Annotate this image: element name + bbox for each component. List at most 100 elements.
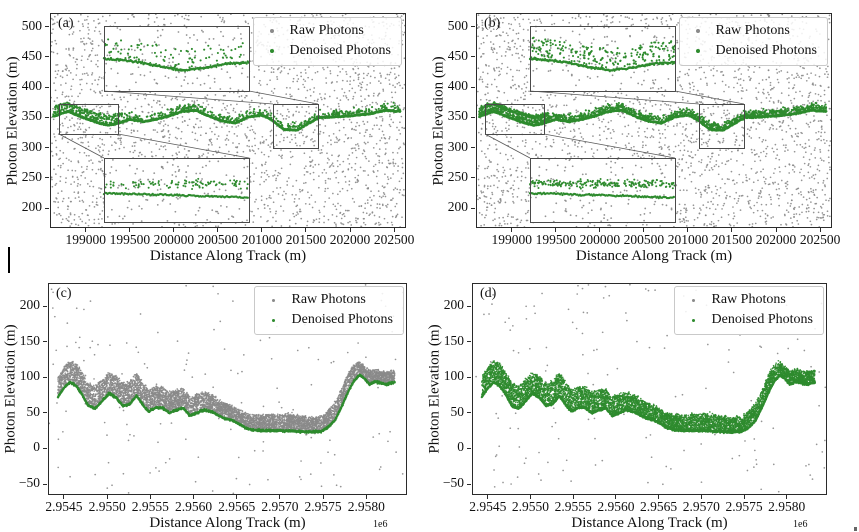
x-tick-mark (700, 495, 702, 499)
x-tick-mark (365, 495, 367, 499)
panel-b-axes: (b) Raw Photons Denoised Photons (476, 13, 832, 228)
x-tick-mark (687, 228, 689, 232)
x-tick-mark (819, 228, 821, 232)
legend-row-raw: Raw Photons (681, 290, 814, 310)
y-tick-mark (45, 86, 49, 88)
y-tick-label: −50 (442, 475, 464, 491)
x-tick-mark (129, 228, 131, 232)
x-tick-mark (279, 495, 281, 499)
x-tick-mark (775, 228, 777, 232)
panel-d-letter: (d) (480, 286, 497, 301)
y-tick-mark (471, 147, 475, 149)
x-tick-label: 199500 (109, 232, 151, 247)
y-tick-mark (471, 177, 475, 179)
legend-label-denoised: Denoised Photons (291, 312, 394, 327)
y-tick-mark (467, 447, 471, 449)
x-tick-mark (63, 495, 65, 499)
panel-c-legend: Raw Photons Denoised Photons (253, 286, 404, 335)
x-tick-mark (236, 495, 238, 499)
raw-photons-marker-icon (691, 298, 695, 302)
y-tick-mark (471, 207, 475, 209)
x-tick-mark (173, 228, 175, 232)
stray-mark (854, 527, 857, 531)
y-tick-label: 450 (447, 47, 468, 63)
x-tick-label: 2.9545 (469, 499, 507, 514)
y-tick-mark (471, 116, 475, 118)
denoised-photons-marker-icon (691, 318, 695, 322)
x-tick-mark (555, 228, 557, 232)
x-tick-label: 2.9565 (218, 499, 256, 514)
raw-photons-marker-icon (695, 29, 700, 33)
y-tick-label: 0 (457, 439, 464, 455)
panel-c-axes: (c) Raw Photons Denoised Photons (48, 283, 407, 495)
x-tick-label: 202000 (329, 232, 371, 247)
x-tick-mark (393, 228, 395, 232)
panel-d-axis-offset: 1e6 (793, 519, 808, 530)
y-tick-label: 200 (19, 297, 40, 313)
panel-b-xlabel: Distance Along Track (m) (575, 248, 733, 264)
y-tick-label: 400 (447, 78, 468, 94)
x-tick-label: 2.9550 (88, 499, 126, 514)
panel-c-letter: (c) (56, 286, 72, 301)
y-tick-mark (43, 412, 47, 414)
y-tick-label: 200 (443, 297, 464, 313)
x-tick-mark (217, 228, 219, 232)
x-tick-label: 200500 (197, 232, 239, 247)
y-tick-mark (43, 376, 47, 378)
x-tick-label: 2.9545 (45, 499, 83, 514)
y-tick-mark (45, 116, 49, 118)
y-tick-mark (467, 305, 471, 307)
x-tick-label: 202500 (373, 232, 415, 247)
legend-row-raw: Raw Photons (260, 21, 392, 41)
y-tick-label: 300 (447, 138, 468, 154)
y-tick-mark (45, 56, 49, 58)
x-tick-mark (149, 495, 151, 499)
x-tick-mark (658, 495, 660, 499)
y-tick-label: 100 (19, 368, 40, 384)
panel-c: (c) Raw Photons Denoised Photons Distanc… (3, 283, 407, 531)
legend-label-denoised: Denoised Photons (711, 312, 814, 327)
x-tick-mark (572, 495, 574, 499)
panel-a: (a) Raw Photons Denoised Photons Distanc… (5, 13, 414, 264)
x-tick-label: 2.9580 (347, 499, 385, 514)
legend-row-raw: Raw Photons (261, 290, 394, 310)
y-tick-mark (471, 56, 475, 58)
y-tick-mark (471, 86, 475, 88)
y-tick-label: 300 (21, 138, 42, 154)
y-tick-mark (471, 26, 475, 28)
y-tick-label: 450 (21, 47, 42, 63)
x-tick-mark (261, 228, 263, 232)
x-tick-mark (731, 228, 733, 232)
y-tick-mark (467, 412, 471, 414)
denoised-photons-marker-icon (269, 49, 274, 53)
x-tick-mark (193, 495, 194, 499)
x-tick-label: 201000 (241, 232, 283, 247)
raw-photons-marker-icon (269, 29, 274, 33)
y-tick-label: 0 (33, 439, 40, 455)
legend-row-denoised: Denoised Photons (681, 310, 814, 330)
x-tick-label: 2.9570 (682, 499, 720, 514)
y-tick-mark (467, 341, 471, 343)
y-tick-mark (45, 26, 49, 28)
x-tick-label: 199500 (535, 232, 577, 247)
y-tick-mark (43, 447, 47, 449)
raw-photons-marker-icon (271, 298, 275, 302)
x-tick-mark (322, 495, 324, 499)
x-tick-label: 199000 (491, 232, 533, 247)
y-tick-label: 50 (26, 403, 41, 419)
y-tick-mark (43, 483, 47, 485)
legend-label-raw: Raw Photons (291, 292, 366, 307)
x-tick-label: 2.9560 (597, 499, 635, 514)
y-tick-mark (467, 376, 471, 378)
x-tick-mark (615, 495, 617, 499)
legend-row-denoised: Denoised Photons (686, 41, 817, 61)
y-tick-mark (467, 483, 471, 485)
y-tick-label: 200 (447, 199, 468, 215)
y-tick-label: 500 (447, 17, 468, 33)
panel-d: (d) Raw Photons Denoised Photons Distanc… (427, 283, 827, 531)
x-tick-mark (487, 495, 489, 499)
x-tick-label: 2.9560 (174, 499, 213, 514)
x-tick-mark (106, 495, 108, 499)
x-tick-label: 2.9555 (554, 499, 592, 514)
y-tick-mark (43, 341, 47, 343)
